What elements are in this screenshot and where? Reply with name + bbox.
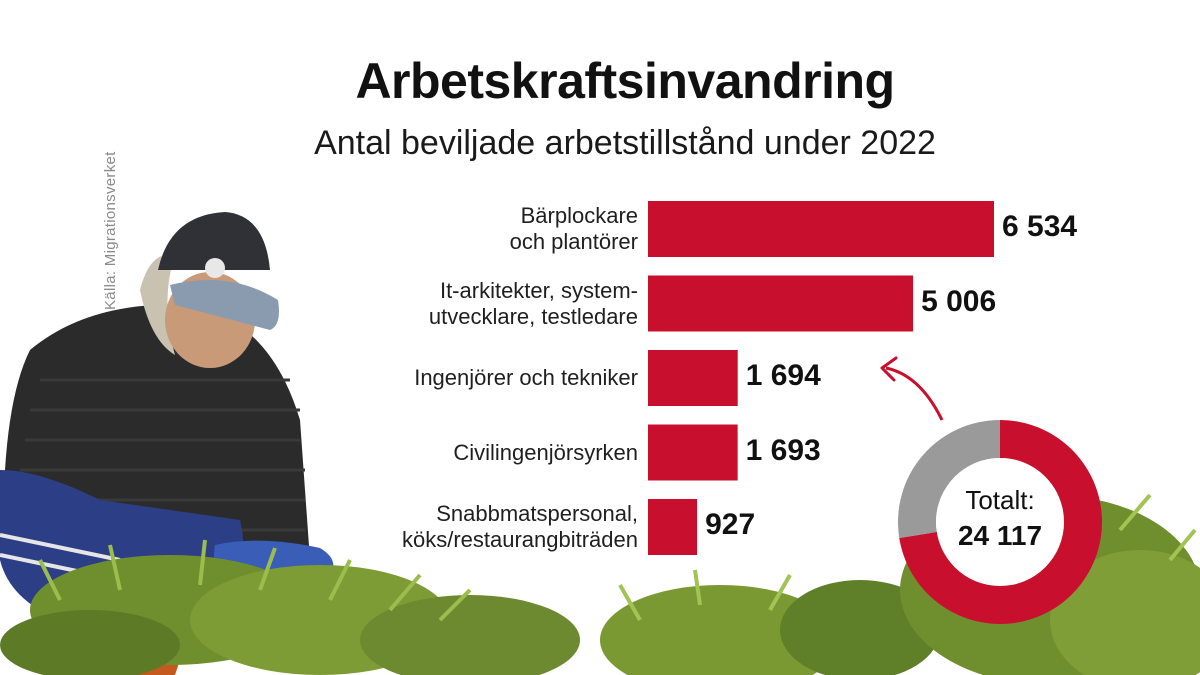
category-label-1: Bärplockare och plantörer — [509, 203, 638, 254]
value-label-5: 927 — [705, 508, 756, 541]
pine-seedlings-left — [0, 539, 580, 675]
value-label-1: 6 534 — [1002, 210, 1078, 243]
bar-3 — [648, 350, 738, 406]
donut-center — [936, 458, 1064, 586]
bar-4 — [648, 424, 738, 481]
value-label-3: 1 694 — [745, 359, 821, 392]
bar-5 — [648, 499, 698, 555]
category-label-4: Civilingenjörsyrken — [453, 439, 638, 465]
arrow-connector — [885, 366, 944, 421]
donut-highlight-segment — [899, 420, 1102, 624]
arrow-head-icon — [880, 356, 898, 382]
donut-rest-segment — [898, 420, 1000, 538]
chart-title: Arbetskraftsinvandring — [355, 53, 895, 109]
total-label: Totalt: — [965, 485, 1035, 515]
bar-1 — [648, 201, 994, 257]
total-value: 24 117 — [957, 520, 1043, 551]
value-label-4: 1 693 — [745, 433, 821, 467]
value-label-2: 5 006 — [921, 284, 997, 318]
category-label-5: Snabbmatspersonal, köks/restaurangbiträd… — [401, 501, 638, 552]
category-label-3: Ingenjörer och tekniker — [414, 365, 638, 390]
category-label-2: It-arkitekter, system- utvecklare, testl… — [428, 277, 638, 329]
bar-2 — [648, 275, 914, 332]
chart-subtitle: Antal beviljade arbetstillstånd under 20… — [314, 124, 936, 162]
